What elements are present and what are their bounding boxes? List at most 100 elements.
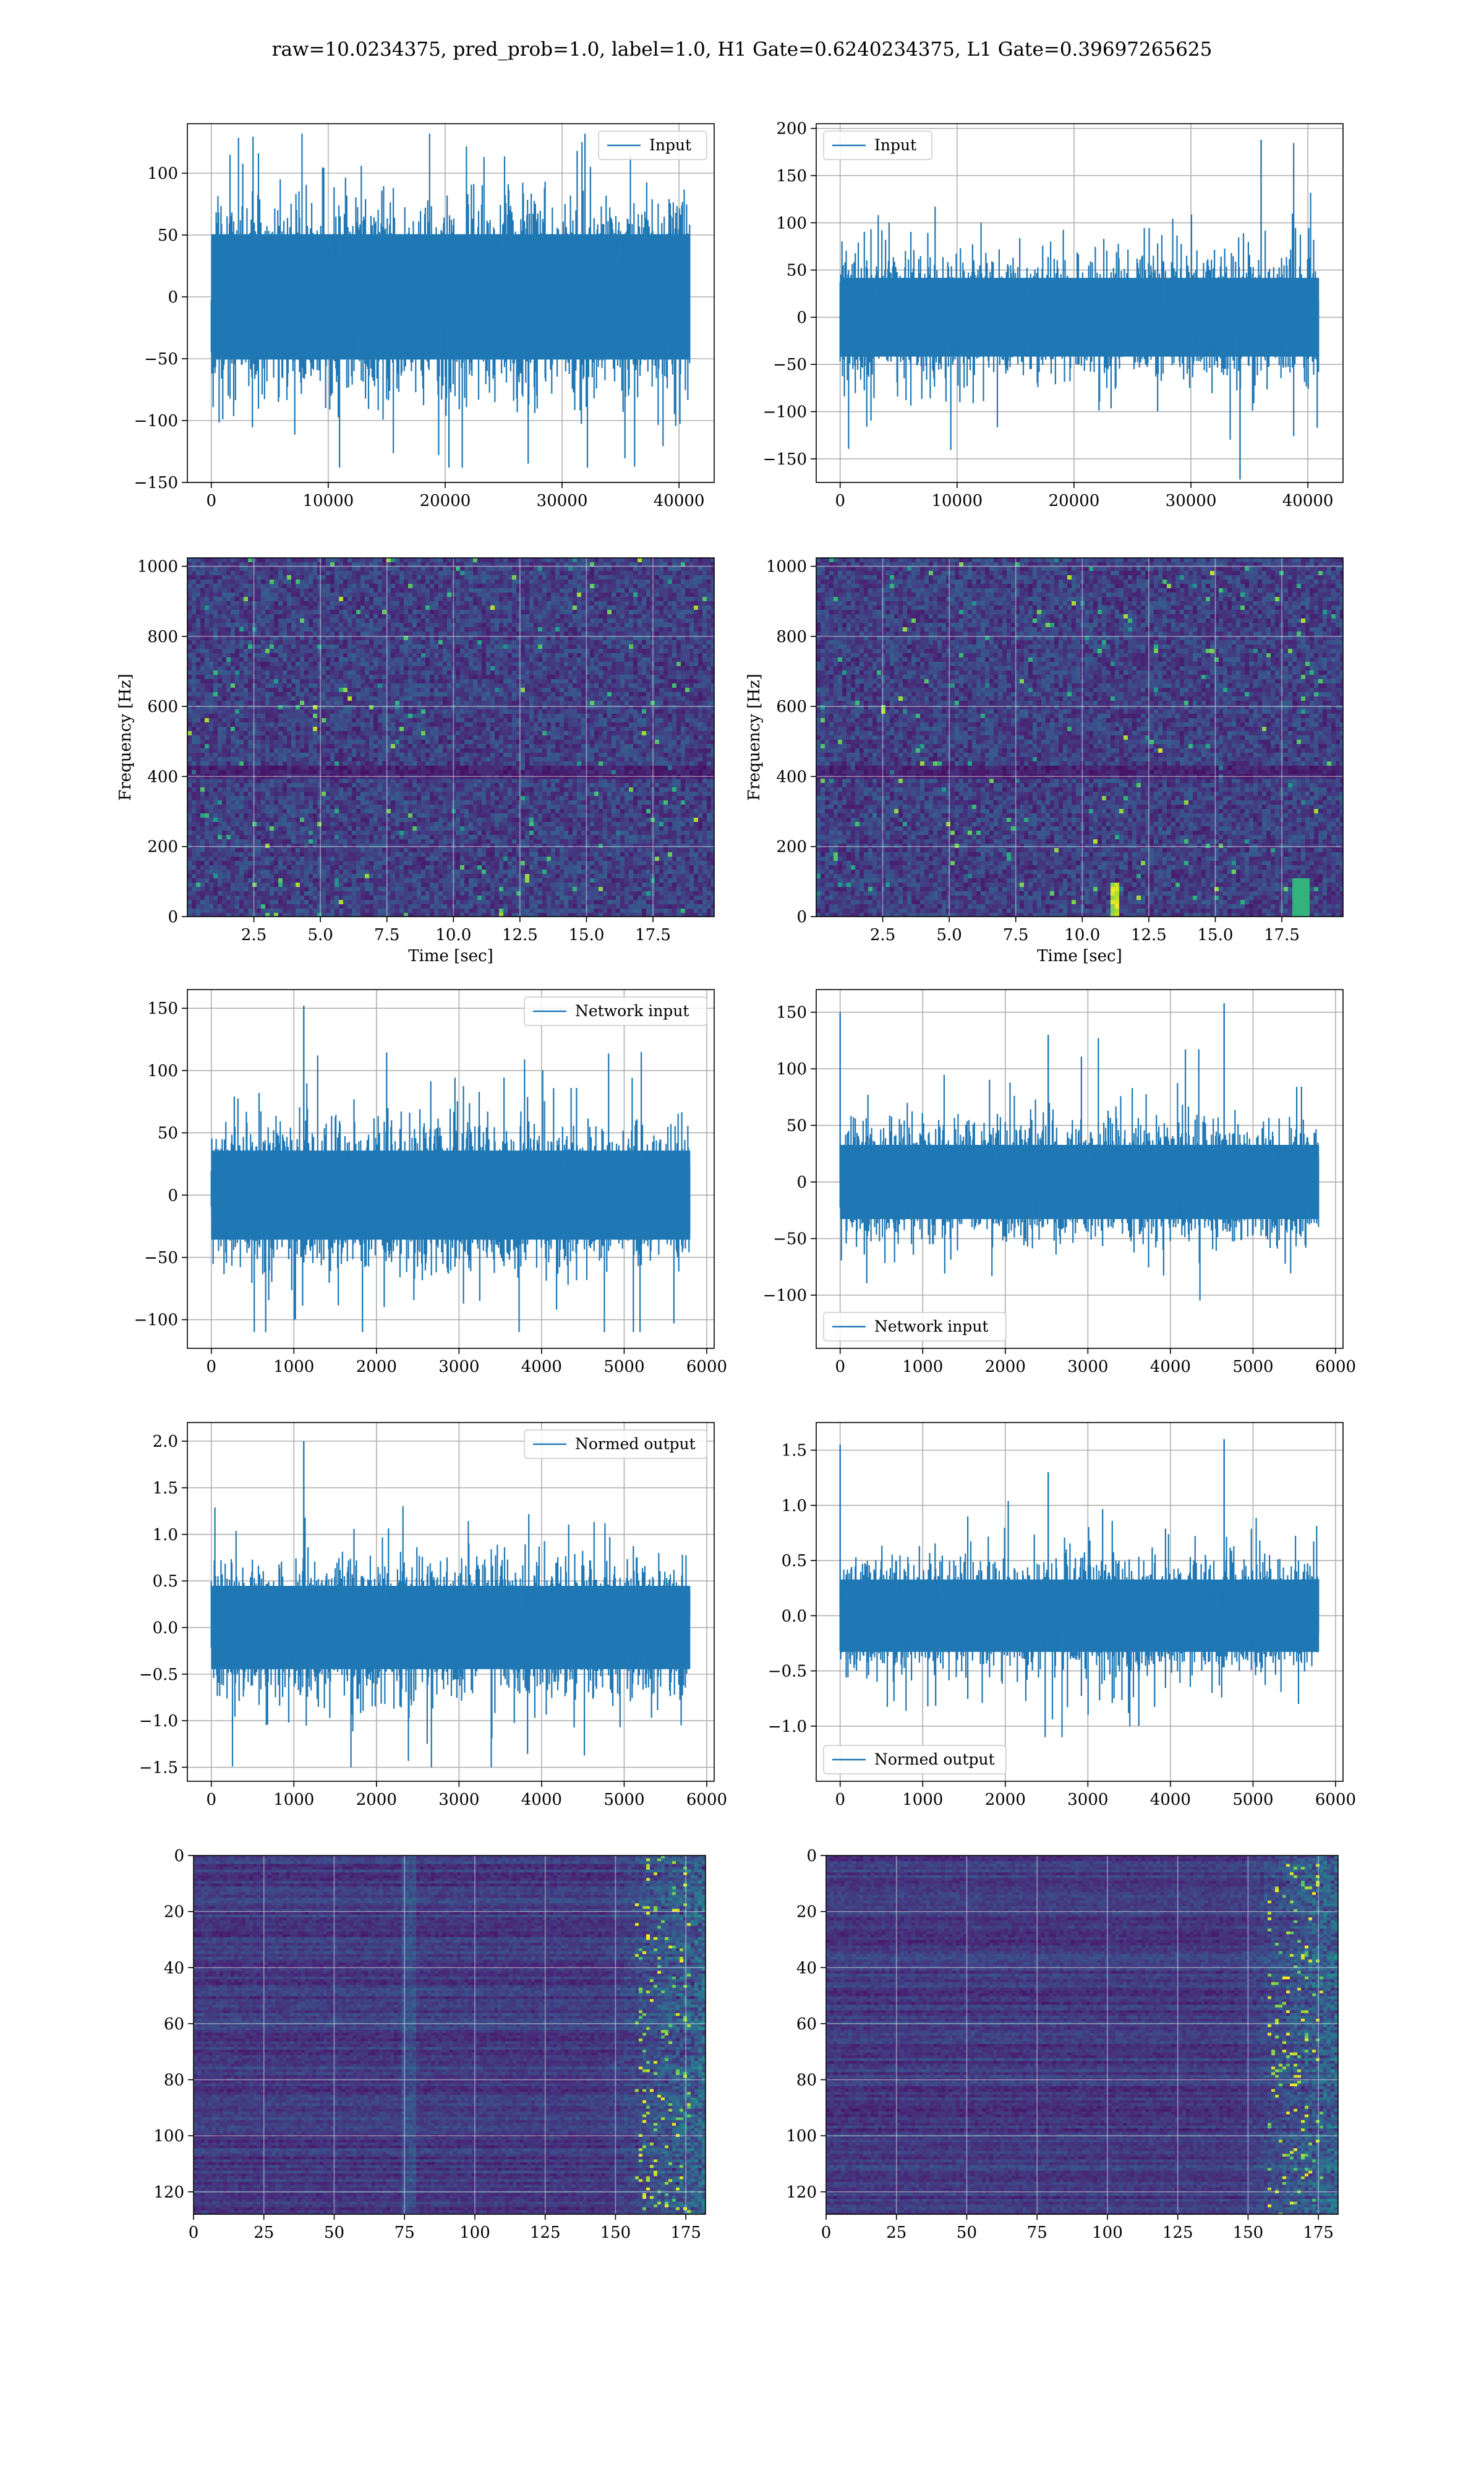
y-tick-label: 50: [158, 1124, 178, 1143]
heatmap-cells: [816, 558, 1343, 917]
chart-h1-spectrogram: 2.5 5.0 7.5 10.0 12.5 15.0 17.5 0 200 400 600 800 10…: [116, 557, 715, 965]
x-tick-label: 3000: [438, 1791, 479, 1809]
y-tick-label: 150: [776, 1004, 807, 1022]
x-tick-label: 3000: [438, 1358, 479, 1376]
x-tick-label: 12.5: [1131, 926, 1167, 944]
x-tick-label: 0: [835, 1358, 845, 1376]
x-tick-label: 1000: [902, 1791, 943, 1809]
x-tick-label: 6000: [1315, 1358, 1356, 1376]
y-tick-label: 0: [796, 908, 807, 927]
x-tick-label: 75: [394, 2224, 415, 2242]
x-tick-label: 50: [324, 2224, 344, 2242]
x-tick-label: 5000: [603, 1791, 644, 1809]
x-tick-label: 150: [600, 2224, 631, 2242]
x-tick-label: 1000: [902, 1358, 943, 1376]
y-tick-label: 2.0: [153, 1432, 178, 1451]
x-tick-label: 3000: [1067, 1358, 1108, 1376]
x-tick-label: 30000: [537, 492, 588, 510]
x-tick-label: 25: [886, 2224, 906, 2242]
heatmap-cells: [187, 558, 714, 917]
legend-label: Network input: [874, 1317, 988, 1335]
y-tick-label: 0.0: [153, 1619, 178, 1637]
x-axis-label: Time [sec]: [408, 947, 493, 965]
y-tick-label: −0.5: [768, 1663, 807, 1681]
x-tick-label: 4000: [521, 1358, 562, 1376]
series-line: [839, 1038, 1320, 1301]
legend: Network input: [524, 996, 707, 1026]
y-tick-label: −100: [134, 412, 178, 430]
y-tick-label: 80: [796, 2071, 817, 2090]
chart-l1-spectrogram: 2.5 5.0 7.5 10.0 12.5 15.0 17.5 0 200 400 600 800 10…: [745, 557, 1344, 965]
y-tick-label: 100: [786, 2127, 817, 2146]
x-tick-label: 2000: [985, 1791, 1026, 1809]
y-tick-label: −1.0: [139, 1712, 178, 1731]
y-tick-label: 40: [164, 1959, 184, 1977]
x-tick-label: 10000: [302, 492, 354, 510]
legend-label: Input: [649, 136, 691, 154]
x-tick-label: 7.5: [1003, 926, 1028, 944]
series-line: [839, 143, 1320, 450]
y-tick-label: 100: [776, 214, 807, 233]
x-tick-label: 10.0: [435, 926, 471, 944]
y-tick-label: 60: [796, 2015, 817, 2034]
x-tick-label: 7.5: [374, 926, 399, 944]
y-tick-label: −1.5: [139, 1758, 178, 1777]
legend-box: [524, 1429, 707, 1459]
legend: Input: [823, 131, 932, 160]
legend-label: Normed output: [874, 1750, 995, 1768]
axes-frame: [816, 1422, 1344, 1782]
x-tick-label: 2000: [356, 1358, 397, 1376]
x-tick-label: 12.5: [502, 926, 538, 944]
y-tick-label: 0: [168, 908, 178, 927]
legend: Normed output: [524, 1429, 707, 1459]
y-tick-label: 50: [787, 1117, 807, 1136]
chart-l1-input: Input 0 10000 20000 30000 40000 −150 −100 −50 0 50…: [763, 120, 1344, 510]
y-tick-label: 150: [776, 167, 807, 186]
x-tick-label: 100: [1092, 2224, 1123, 2242]
y-tick-label: 20: [164, 1903, 184, 1922]
y-tick-label: 1.5: [153, 1479, 178, 1497]
y-tick-label: 120: [786, 2183, 817, 2202]
legend: Input: [598, 131, 707, 160]
y-tick-label: 1.5: [782, 1442, 807, 1460]
legend-box: [823, 1745, 1007, 1774]
series-line: [210, 134, 691, 468]
y-tick-label: −50: [773, 1230, 807, 1249]
y-tick-label: 0.5: [153, 1572, 178, 1591]
x-tick-label: 0: [835, 1791, 845, 1809]
axes-frame: [187, 557, 715, 917]
y-tick-label: 200: [776, 838, 807, 857]
axes-frame: [187, 123, 715, 483]
y-tick-label: 600: [147, 698, 178, 716]
y-tick-label: −100: [134, 1311, 178, 1330]
y-tick-label: 0: [806, 1847, 817, 1865]
x-tick-label: 0: [821, 2224, 832, 2242]
x-tick-label: 25: [254, 2224, 274, 2242]
x-tick-label: 0: [835, 492, 845, 510]
y-tick-label: 40: [796, 1959, 817, 1977]
y-tick-label: 800: [147, 628, 178, 646]
y-tick-label: 0: [796, 309, 807, 327]
x-tick-label: 50: [957, 2224, 977, 2242]
y-tick-label: −50: [144, 350, 178, 369]
x-tick-label: 17.5: [635, 926, 671, 944]
x-tick-label: 10000: [931, 492, 983, 510]
y-tick-label: −150: [134, 474, 178, 492]
x-tick-label: 20000: [1049, 492, 1100, 510]
y-tick-label: −150: [763, 450, 807, 469]
x-tick-label: 0: [189, 2224, 199, 2242]
axes-frame: [193, 1855, 706, 2215]
x-tick-label: 1000: [273, 1791, 314, 1809]
y-tick-label: 100: [147, 165, 178, 183]
x-tick-label: 15.0: [569, 926, 605, 944]
y-tick-label: 0: [168, 1186, 178, 1205]
y-tick-label: 0.0: [782, 1607, 807, 1625]
x-tick-label: 15.0: [1198, 926, 1234, 944]
series-line: [839, 1500, 1320, 1737]
x-tick-label: 75: [1027, 2224, 1047, 2242]
x-tick-label: 1000: [273, 1358, 314, 1376]
series-line: [210, 1506, 691, 1768]
x-tick-label: 5000: [1232, 1791, 1273, 1809]
